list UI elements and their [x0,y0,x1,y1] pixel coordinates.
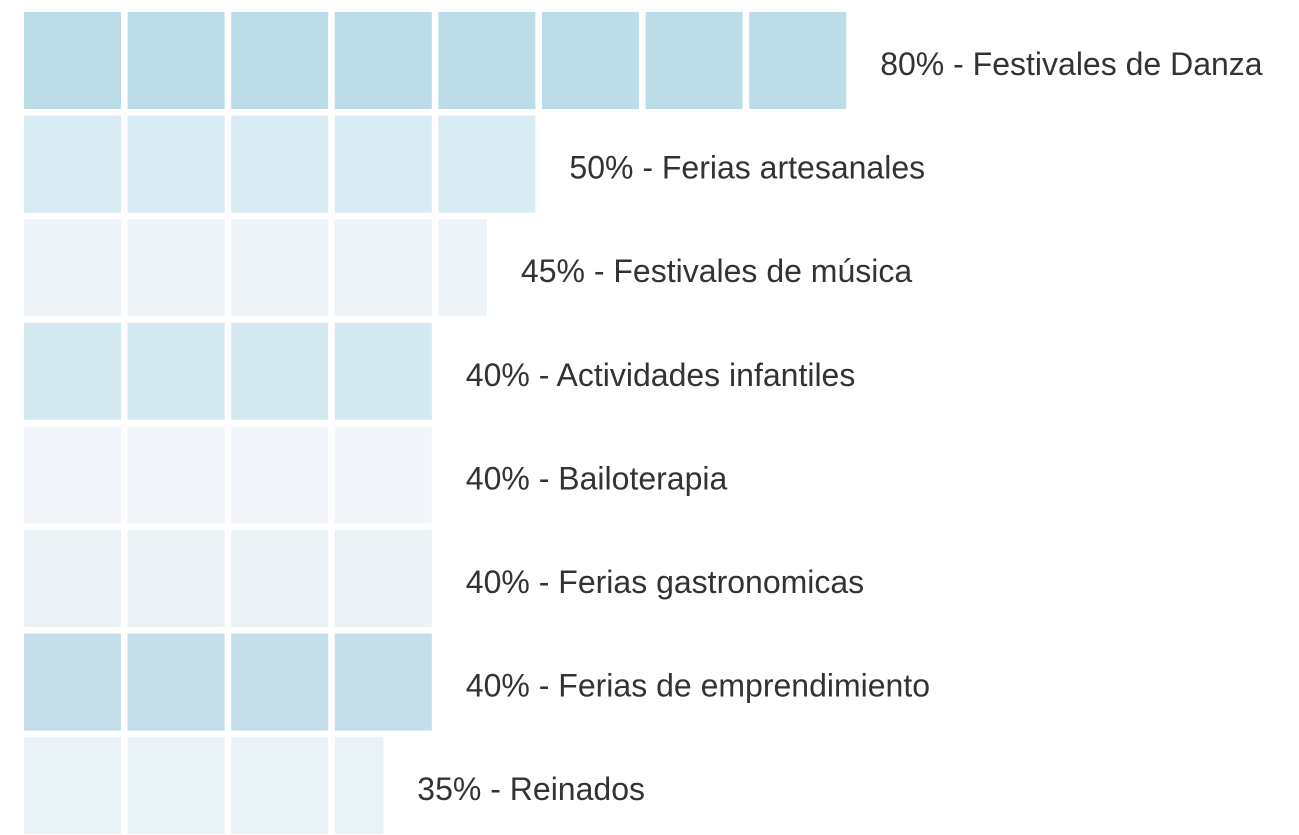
bar-cell [334,219,432,317]
bar [24,322,432,420]
bar-cell [127,219,225,317]
bar-cell [334,633,432,731]
bar [24,530,432,627]
bar-cell [645,12,743,109]
bar-cell [749,12,847,109]
bar-label: 50% - Ferias artesanales [569,150,925,186]
bar-cell [24,322,121,420]
bar-label: 80% - Festivales de Danza [880,46,1263,82]
bar-cell [127,12,225,109]
bar-cell [24,530,121,627]
bar-label: 35% - Reinados [417,771,645,807]
bar-cell [127,322,225,420]
bar-label: 40% - Ferias gastronomicas [466,564,864,600]
bar-cell [438,115,536,213]
bar-cell [334,115,432,213]
bar-cell [334,426,432,524]
bar-label: 40% - Actividades infantiles [466,357,856,393]
bar-cell [24,426,121,524]
bar-cell [231,426,329,524]
bar-cell [231,219,329,317]
bar-cell [24,219,121,317]
bar-cell [231,115,329,213]
bar-cell [231,530,329,627]
bar-cell [231,322,329,420]
bar-label: 40% - Ferias de emprendimiento [466,668,930,704]
bar-cell [127,530,225,627]
bar [24,219,487,317]
bar [24,633,432,731]
bar-cell [24,633,121,731]
bar-cell [231,12,329,109]
bar [24,12,847,109]
bar-cell [127,426,225,524]
bar [24,426,432,524]
bar-cell [334,12,432,109]
bar-cell [24,737,121,835]
bar-label: 40% - Bailoterapia [466,460,728,496]
bar-cell [231,737,329,835]
bar-cell [127,737,225,835]
bar-cell [334,737,384,835]
bar-label: 45% - Festivales de música [521,253,912,289]
bar-cell [334,530,432,627]
bar-cell [231,633,329,731]
bar [24,737,384,835]
bar-cell [127,115,225,213]
bar-cell [542,12,639,109]
bar-cell [438,219,487,317]
bar-cell [127,633,225,731]
bar-cell [24,12,121,109]
bar [24,115,536,213]
bar-cell [438,12,536,109]
bar-cell [24,115,121,213]
bar-cell [334,322,432,420]
